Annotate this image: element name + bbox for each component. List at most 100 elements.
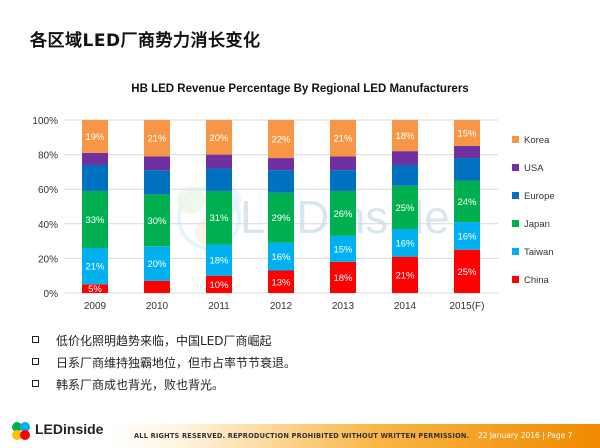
data-label: 18% (395, 131, 415, 142)
bar-segment-china (330, 261, 356, 293)
bar-segment-taiwan (206, 244, 232, 276)
x-tick-label: 2013 (332, 301, 355, 312)
bullet-list: 低价化照明趋势来临，中国LED厂商崛起 日系厂商维持独霸地位，但市占率节节衰退。… (30, 332, 296, 398)
legend-swatch-europe (512, 192, 519, 199)
bar-segment-taiwan (454, 222, 480, 250)
data-label: 15% (333, 244, 353, 255)
chart-title: HB LED Revenue Percentage By Regional LE… (131, 83, 468, 95)
bar-segment-china (392, 256, 418, 293)
bullet-box-icon (32, 336, 39, 343)
data-label: 31% (209, 213, 229, 224)
footer-gradient-bar (110, 424, 600, 448)
y-tick-label: 80% (38, 151, 58, 162)
bar-segment-europe (392, 164, 418, 186)
bullet-item: 日系厂商维持独霸地位，但市占率节节衰退。 (30, 354, 296, 376)
logo-mark-icon (12, 422, 30, 440)
data-label: 25% (457, 267, 477, 278)
bar-segment-taiwan (392, 228, 418, 257)
x-tick-label: 2014 (394, 301, 417, 312)
bar-segment-usa (454, 145, 480, 159)
bar-segment-korea (82, 120, 108, 153)
data-label: 21% (395, 270, 415, 281)
data-label: 16% (457, 231, 477, 242)
bar-segment-taiwan (330, 235, 356, 262)
bar-segment-japan (268, 192, 294, 243)
data-label: 21% (333, 134, 353, 145)
bar-segment-korea (392, 120, 418, 152)
data-label: 16% (395, 238, 415, 249)
bar-segment-china (82, 284, 108, 293)
data-label: 10% (209, 280, 229, 291)
data-label: 21% (147, 134, 167, 145)
data-label: 19% (85, 132, 105, 143)
bar-segment-japan (144, 194, 170, 247)
bullet-box-icon (32, 380, 39, 387)
data-label: 20% (147, 259, 167, 270)
legend-swatch-taiwan (512, 248, 519, 255)
bar-segment-korea (330, 120, 356, 157)
stacked-bar-chart: HB LED Revenue Percentage By Regional LE… (32, 83, 555, 312)
y-tick-label: 40% (38, 220, 58, 231)
bar-segment-taiwan (268, 242, 294, 271)
bar-segment-korea (206, 120, 232, 155)
bar-segment-usa (268, 158, 294, 171)
bar-segment-japan (82, 190, 108, 249)
data-label: 18% (333, 273, 353, 284)
x-tick-label: 2010 (146, 301, 169, 312)
legend-label: Europe (524, 191, 555, 202)
slide-title: 各区域LED厂商势力消长变化 (30, 31, 261, 51)
y-tick-label: 100% (32, 116, 58, 127)
data-label: 29% (271, 213, 291, 224)
data-label: 24% (457, 197, 477, 208)
x-tick-label: 2015(F) (449, 301, 484, 312)
x-tick-label: 2011 (208, 301, 230, 312)
bar-segment-china (454, 249, 480, 293)
data-label: 33% (85, 215, 105, 226)
bullet-text: 韩系厂商成也背光，败也背光。 (56, 378, 225, 392)
x-tick-label: 2009 (84, 301, 107, 312)
bar-segment-korea (268, 120, 294, 159)
bar-segment-usa (330, 156, 356, 171)
data-label: 21% (85, 262, 105, 273)
bar-segment-europe (268, 170, 294, 193)
y-tick-label: 0% (44, 289, 59, 300)
y-tick-label: 60% (38, 185, 58, 196)
bullet-text: 低价化照明趋势来临，中国LED厂商崛起 (56, 334, 272, 348)
legend-label: Japan (524, 219, 550, 230)
x-tick-label: 2012 (270, 301, 293, 312)
bar-segment-usa (144, 156, 170, 171)
bullet-text: 日系厂商维持独霸地位，但市占率节节衰退。 (56, 356, 297, 370)
bar-segment-taiwan (82, 248, 108, 285)
y-tick-label: 20% (38, 254, 58, 265)
logo-text: LEDinside (35, 421, 104, 437)
bar-segment-korea (144, 120, 170, 157)
bar-segment-japan (454, 180, 480, 223)
legend-swatch-china (512, 276, 519, 283)
bar-segment-japan (392, 185, 418, 229)
bar-segment-europe (82, 164, 108, 191)
data-label: 13% (271, 277, 291, 288)
bar-segment-europe (206, 168, 232, 191)
data-label: 20% (209, 133, 229, 144)
footer: LEDinside ALL RIGHTS RESERVED. REPRODUCT… (0, 410, 600, 448)
bar-segment-china (268, 270, 294, 293)
bar-segment-china (144, 280, 170, 293)
bar-segment-japan (206, 190, 232, 245)
bar-segment-europe (144, 170, 170, 195)
bullet-item: 韩系厂商成也背光，败也背光。 (30, 376, 296, 398)
legend-label: Taiwan (524, 247, 554, 258)
bar-segment-usa (82, 152, 108, 165)
copyright-notice: ALL RIGHTS RESERVED. REPRODUCTION PROHIB… (134, 432, 470, 440)
bar-segment-usa (206, 154, 232, 169)
legend-swatch-korea (512, 136, 519, 143)
data-label: 15% (457, 128, 477, 139)
data-label: 26% (333, 209, 353, 220)
legend-label: USA (524, 163, 544, 174)
data-label: 25% (395, 203, 415, 214)
bar-segment-usa (392, 151, 418, 165)
bar-segment-china (206, 275, 232, 293)
bullet-item: 低价化照明趋势来临，中国LED厂商崛起 (30, 332, 296, 354)
bar-segment-europe (330, 170, 356, 191)
data-label: 22% (271, 135, 291, 146)
data-label: 16% (271, 252, 291, 263)
